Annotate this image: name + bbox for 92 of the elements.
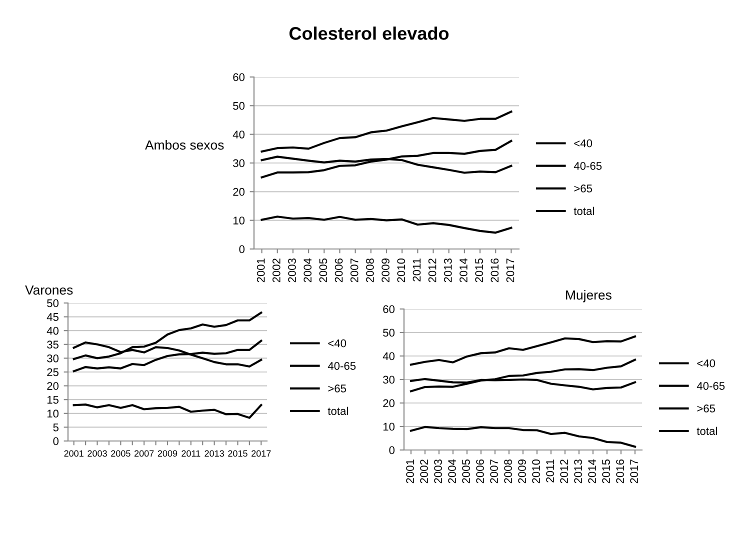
x-tick-label: 2014 <box>460 258 468 282</box>
x-tick-label: 2003 <box>434 460 442 484</box>
x-tick-label: 2012 <box>560 460 568 484</box>
y-tick-label: 35 <box>47 340 59 349</box>
chart-subtitle: Mujeres <box>566 290 612 302</box>
legend-label: total <box>574 206 594 215</box>
legend-label: total <box>696 426 717 435</box>
legend-label: 40-65 <box>574 162 602 170</box>
y-tick-label: 10 <box>233 216 245 224</box>
x-tick-label: 2007 <box>490 460 498 484</box>
x-tick-label: 2017 <box>506 258 514 282</box>
y-tick-label: 30 <box>233 159 245 168</box>
line-series <box>72 404 262 419</box>
x-tick-label: 2010 <box>397 258 406 282</box>
y-tick-label: 15 <box>47 396 59 404</box>
x-tick-label: 2013 <box>574 460 582 484</box>
chart-subtitle: Varones <box>25 285 73 295</box>
y-tick-label: 0 <box>239 245 245 254</box>
legend-label: <40 <box>697 359 716 368</box>
y-tick-label: 60 <box>383 305 395 314</box>
x-tick-label: 2003 <box>88 450 107 457</box>
x-tick-label: 2005 <box>319 258 328 282</box>
legend-label: >65 <box>328 384 346 392</box>
y-tick-label: 45 <box>46 313 59 321</box>
legend-label: >65 <box>697 404 716 412</box>
x-tick-label: 2011 <box>412 258 421 282</box>
x-tick-label: 2013 <box>204 450 224 457</box>
line-series <box>260 216 512 234</box>
x-tick-label: 2009 <box>518 460 526 484</box>
x-tick-label: 2015 <box>228 450 248 457</box>
line-series <box>260 140 512 178</box>
x-tick-label: 2017 <box>630 460 638 484</box>
x-tick-label: 2008 <box>504 460 512 484</box>
line-series <box>72 340 262 372</box>
legend-label: <40 <box>328 339 346 348</box>
x-tick-label: 2010 <box>532 459 540 484</box>
legend-label: total <box>328 406 348 415</box>
legend-label: <40 <box>574 139 592 148</box>
y-tick-label: 60 <box>233 73 245 82</box>
chart-title: Colesterol elevado <box>289 26 449 40</box>
x-tick-label: 2005 <box>111 450 130 457</box>
x-tick-label: 2016 <box>616 460 624 484</box>
x-tick-label: 2002 <box>272 258 280 282</box>
y-tick-label: 20 <box>233 188 245 196</box>
x-tick-label: 2007 <box>350 258 358 282</box>
y-tick-label: 40 <box>382 352 395 360</box>
y-tick-label: 20 <box>47 382 59 390</box>
x-tick-label: 2017 <box>252 450 271 457</box>
x-tick-label: 2015 <box>475 258 484 282</box>
y-tick-label: 50 <box>383 328 395 337</box>
x-tick-label: 2006 <box>334 258 343 282</box>
x-tick-label: 2006 <box>476 460 484 484</box>
y-tick-label: 50 <box>47 299 59 308</box>
y-tick-label: 40 <box>46 326 59 335</box>
x-tick-label: 2001 <box>64 450 84 457</box>
x-tick-label: 2004 <box>304 258 312 282</box>
y-tick-label: 25 <box>47 368 59 376</box>
x-tick-label: 2013 <box>444 258 452 282</box>
x-tick-label: 2009 <box>382 258 390 282</box>
line-series <box>410 335 636 366</box>
x-tick-label: 2011 <box>546 460 554 482</box>
y-tick-label: 20 <box>383 399 395 408</box>
x-tick-label: 2005 <box>462 459 470 484</box>
x-tick-label: 2015 <box>602 459 610 484</box>
y-tick-label: 10 <box>47 410 59 418</box>
y-tick-label: 10 <box>383 422 395 431</box>
y-tick-label: 50 <box>233 102 245 110</box>
x-tick-label: 2008 <box>366 258 374 282</box>
y-tick-label: 0 <box>389 446 395 454</box>
y-tick-label: 5 <box>53 424 59 432</box>
x-tick-label: 2003 <box>288 258 296 282</box>
x-tick-label: 2009 <box>158 450 178 457</box>
x-tick-label: 2007 <box>134 450 154 457</box>
x-tick-label: 2011 <box>182 450 200 457</box>
x-tick-label: 2004 <box>448 459 456 484</box>
x-tick-label: 2002 <box>420 460 428 484</box>
line-series <box>260 110 512 153</box>
x-tick-label: 2014 <box>588 459 596 484</box>
line-series <box>410 426 636 448</box>
text: Ambos sexos <box>145 140 224 150</box>
y-tick-label: 30 <box>47 354 59 362</box>
legend-label: >65 <box>574 184 592 192</box>
legend-label: 40-65 <box>696 382 725 390</box>
line-series <box>410 358 636 392</box>
legend-label: 40-65 <box>328 362 356 370</box>
x-tick-label: 2016 <box>490 258 499 282</box>
y-tick-label: 40 <box>232 130 245 138</box>
x-tick-label: 2001 <box>406 460 414 484</box>
x-tick-label: 2001 <box>256 258 265 282</box>
y-tick-label: 30 <box>383 376 395 384</box>
x-tick-label: 2012 <box>428 258 436 282</box>
y-tick-label: 0 <box>53 437 59 446</box>
